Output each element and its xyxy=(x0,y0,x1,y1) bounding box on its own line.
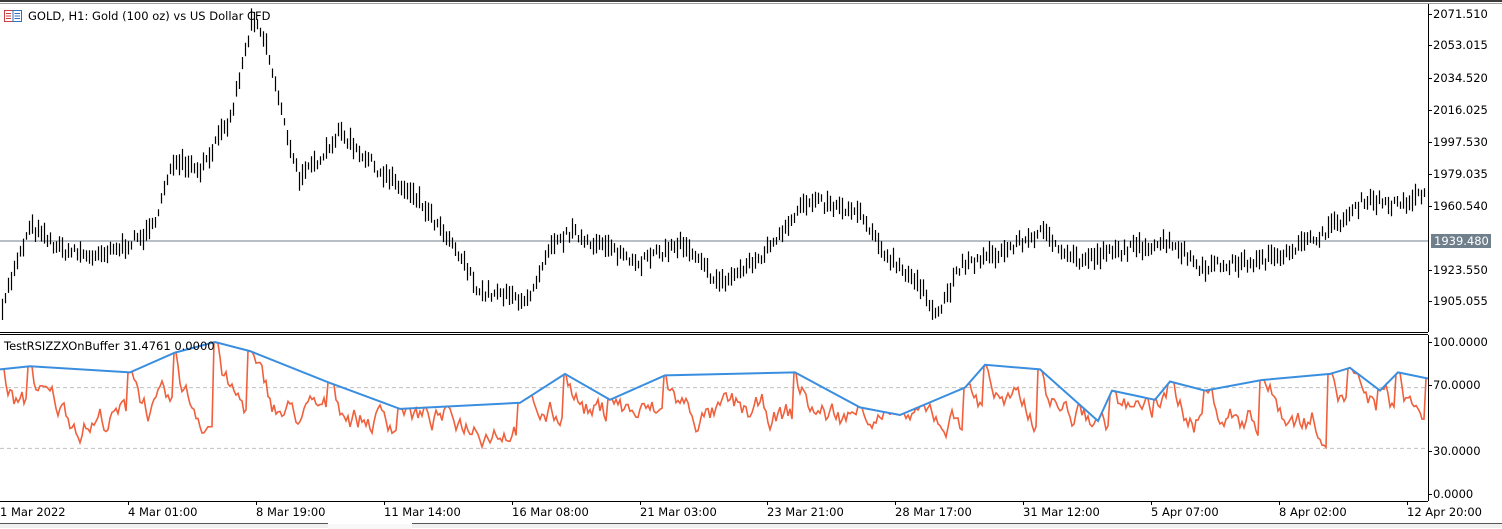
chart-title: GOLD, H1: Gold (100 oz) vs US Dollar CFD xyxy=(28,9,271,23)
chart-window-icon xyxy=(4,10,22,22)
price-tick xyxy=(1428,206,1432,207)
window-top-border xyxy=(0,0,1502,2)
price-tick xyxy=(1428,301,1432,302)
price-tick xyxy=(1428,78,1432,79)
time-label: 28 Mar 17:00 xyxy=(895,505,972,519)
price-label: 1960.540 xyxy=(1433,199,1488,213)
time-tick xyxy=(512,501,513,505)
level-tick xyxy=(1428,342,1432,343)
indicator-label: TestRSIZZXOnBuffer 31.4761 0.0000 xyxy=(4,339,215,353)
time-label: 31 Mar 12:00 xyxy=(1023,505,1100,519)
price-tick xyxy=(1428,270,1432,271)
price-tick xyxy=(1428,142,1432,143)
time-tick xyxy=(767,501,768,505)
price-tick xyxy=(1428,14,1432,15)
level-label: 0.0000 xyxy=(1433,487,1474,501)
time-tick xyxy=(1023,501,1024,505)
chart-canvas xyxy=(0,8,1428,450)
time-label: 21 Mar 03:00 xyxy=(640,505,717,519)
price-label: 2071.510 xyxy=(1433,7,1488,21)
time-tick xyxy=(1151,501,1152,505)
chart-title-bar: GOLD, H1: Gold (100 oz) vs US Dollar CFD xyxy=(4,9,270,23)
time-tick xyxy=(895,501,896,505)
indicator-pane[interactable] xyxy=(0,335,1429,501)
time-label: 11 Mar 14:00 xyxy=(384,505,461,519)
price-tick xyxy=(1428,45,1432,46)
time-tick xyxy=(384,501,385,505)
time-label: 8 Mar 19:00 xyxy=(256,505,326,519)
time-label: 4 Mar 01:00 xyxy=(128,505,198,519)
time-tick xyxy=(1407,501,1408,505)
price-label: 1979.035 xyxy=(1433,167,1488,181)
price-label: 2016.025 xyxy=(1433,103,1488,117)
price-label: 1997.530 xyxy=(1433,135,1488,149)
pane-separator-lower xyxy=(0,334,1428,335)
time-tick xyxy=(640,501,641,505)
level-tick xyxy=(1428,494,1432,495)
pane-separator[interactable] xyxy=(0,332,1428,333)
bid-price-tag: 1939.480 xyxy=(1431,234,1491,248)
level-tick xyxy=(1428,385,1432,386)
window-top-border-inner xyxy=(0,3,1502,4)
horizontal-scrollbar[interactable] xyxy=(0,524,1502,528)
time-tick xyxy=(256,501,257,505)
price-tick xyxy=(1428,174,1432,175)
time-label: 12 Apr 20:00 xyxy=(1407,505,1482,519)
time-axis-line xyxy=(0,501,1428,502)
price-label: 2053.015 xyxy=(1433,38,1488,52)
time-label: 1 Mar 2022 xyxy=(0,505,66,519)
time-tick xyxy=(128,501,129,505)
time-label: 5 Apr 07:00 xyxy=(1151,505,1219,519)
price-tick xyxy=(1428,110,1432,111)
scrollbar-thumb[interactable] xyxy=(328,523,412,529)
scrollbar-border xyxy=(0,523,1502,524)
time-tick xyxy=(1279,501,1280,505)
time-label: 23 Mar 21:00 xyxy=(767,505,844,519)
level-label: 100.0000 xyxy=(1433,335,1488,349)
price-label: 1923.550 xyxy=(1433,263,1488,277)
level-label: 30.0000 xyxy=(1433,444,1481,458)
price-label: 2034.520 xyxy=(1433,71,1488,85)
time-label: 16 Mar 08:00 xyxy=(512,505,589,519)
price-label: 1905.055 xyxy=(1433,294,1488,308)
price-chart-pane[interactable] xyxy=(0,4,1429,332)
time-label: 8 Apr 02:00 xyxy=(1279,505,1347,519)
level-tick xyxy=(1428,451,1432,452)
level-label: 70.0000 xyxy=(1433,378,1481,392)
